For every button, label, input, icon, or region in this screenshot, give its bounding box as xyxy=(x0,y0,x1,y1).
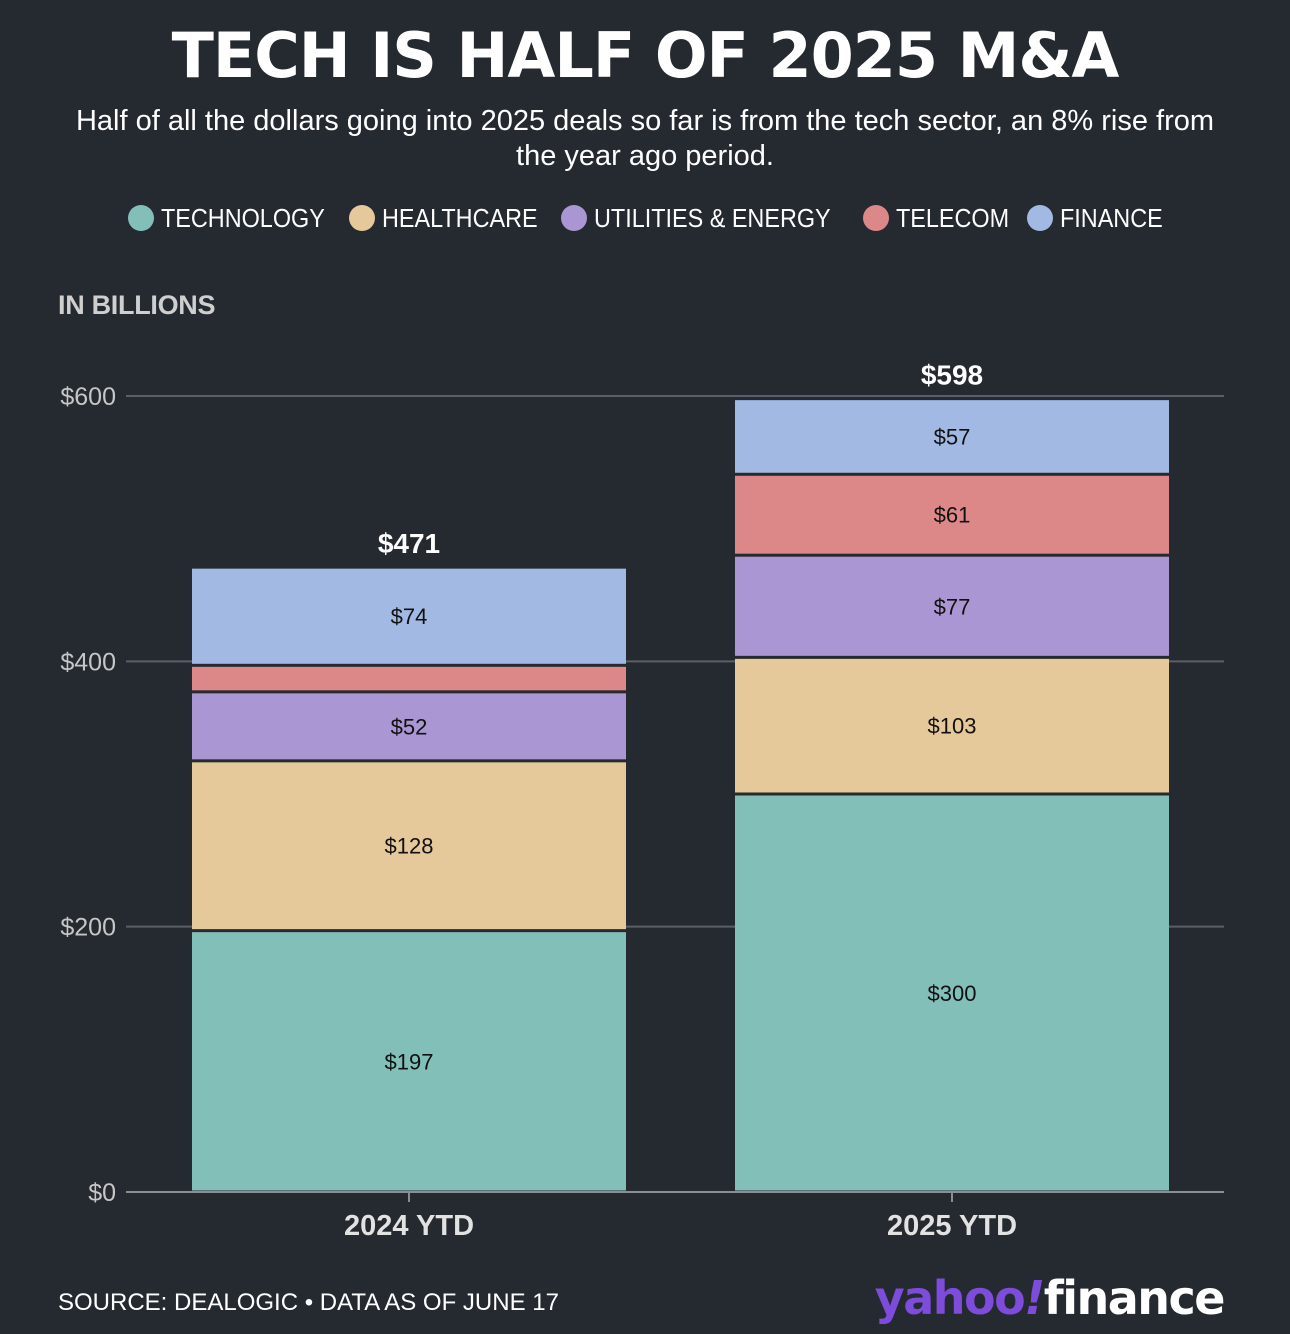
bar-value-label: $300 xyxy=(928,981,977,1006)
chart-subtitle: Half of all the dollars going into 2025 … xyxy=(75,105,1215,172)
bar-value-label: $74 xyxy=(391,604,428,629)
legend-label: TELECOM xyxy=(895,203,1009,233)
legend-swatch xyxy=(348,205,375,231)
bar-value-label: $52 xyxy=(391,714,428,739)
y-tick-label: $200 xyxy=(60,914,116,942)
bar-segment xyxy=(192,666,626,691)
bar-total-label: $598 xyxy=(921,360,983,391)
bar-value-label: $128 xyxy=(385,834,434,859)
logo-part-finance: finance xyxy=(1043,1271,1226,1325)
legend-item: FINANCE xyxy=(1027,200,1163,236)
bar-segment xyxy=(192,693,626,760)
bar-segment xyxy=(735,795,1169,1191)
bar-segment xyxy=(735,556,1169,656)
bar-segment xyxy=(735,475,1169,554)
legend-swatch xyxy=(127,205,154,231)
y-tick-label: $600 xyxy=(60,383,116,411)
source-note: SOURCE: DEALOGIC • DATA AS OF JUNE 17 xyxy=(58,1289,559,1316)
y-tick-label: $0 xyxy=(88,1179,116,1207)
logo-part-exclamation: ! xyxy=(1024,1271,1045,1325)
bar-value-label: $77 xyxy=(934,594,971,619)
bar-segment xyxy=(192,568,626,664)
legend-label: FINANCE xyxy=(1060,203,1163,233)
x-category-label: 2024 YTD xyxy=(344,1210,474,1242)
bar-value-label: $61 xyxy=(934,503,971,528)
legend-label: TECHNOLOGY xyxy=(160,203,325,233)
legend-item: HEALTHCARE xyxy=(348,200,543,236)
y-tick-label: $400 xyxy=(60,648,116,676)
legend-item: TELECOM xyxy=(862,200,1010,236)
bar-total-label: $471 xyxy=(378,528,440,559)
legend-label: HEALTHCARE xyxy=(381,203,538,233)
bar-value-label: $197 xyxy=(385,1049,434,1074)
bar-segment xyxy=(735,400,1169,473)
bar-value-label: $57 xyxy=(934,424,971,449)
legend: TECHNOLOGY HEALTHCARE UTILITIES & ENERGY TE… xyxy=(0,200,1290,236)
chart-title: TECH IS HALF OF 2025 M&A xyxy=(171,19,1120,92)
x-category-label: 2025 YTD xyxy=(887,1210,1017,1242)
legend-item: TECHNOLOGY xyxy=(127,200,331,236)
bar-segment xyxy=(192,762,626,930)
bar-segment xyxy=(192,932,626,1191)
legend-label: UTILITIES & ENERGY xyxy=(593,203,831,233)
yahoo-finance-logo: yahoo!finance xyxy=(874,1268,1226,1328)
legend-swatch xyxy=(862,205,889,231)
legend-swatch xyxy=(1027,205,1054,231)
logo-part-yahoo: yahoo xyxy=(874,1271,1026,1325)
legend-item: UTILITIES & ENERGY xyxy=(560,200,845,236)
bar-segment xyxy=(735,658,1169,793)
legend-swatch xyxy=(560,205,587,231)
bar-value-label: $103 xyxy=(928,714,977,739)
unit-label: IN BILLIONS xyxy=(58,290,216,320)
